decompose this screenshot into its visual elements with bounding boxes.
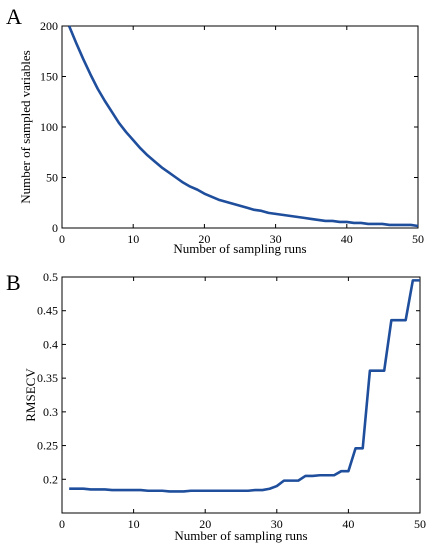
panel-a: A 0 10 20 30 40 50 0 50 100 150 200 Number of samp… (6, 4, 424, 256)
x-tick-label: 0 (59, 517, 65, 531)
x-tick-label: 40 (341, 232, 353, 246)
y-tick-label: 0.2 (43, 472, 58, 486)
y-tick-label: 0.35 (37, 371, 58, 385)
x-tick-label: 0 (59, 232, 65, 246)
y-tick-label: 200 (40, 19, 58, 33)
x-tick-label: 30 (271, 517, 283, 531)
series-line-b (69, 279, 420, 493)
y-axis-label-a: Number of sampled variables (18, 50, 33, 203)
y-tick-label: 100 (40, 120, 58, 134)
panel-letter-b: B (6, 270, 21, 295)
x-tick-label: 50 (412, 232, 424, 246)
x-tick-label: 50 (414, 517, 426, 531)
x-tick-label: 10 (127, 232, 139, 246)
ticks-a (61, 25, 419, 229)
y-tick-label: 50 (46, 171, 58, 185)
plot-area-a (61, 25, 419, 229)
y-tick-label: 0.5 (43, 270, 58, 284)
x-tick-label: 10 (128, 517, 140, 531)
tick-labels-a: 0 10 20 30 40 50 0 50 100 150 200 (40, 19, 424, 246)
x-tick-label: 20 (199, 517, 211, 531)
y-tick-label: 0.45 (37, 304, 58, 318)
y-tick-label: 0.3 (43, 405, 58, 419)
x-tick-label: 30 (270, 232, 282, 246)
panel-b: B 0 10 20 30 40 50 0.2 0.25 0.3 0.35 0.4 0.45 0.5 Nu… (6, 270, 426, 543)
tick-labels-b: 0 10 20 30 40 50 0.2 0.25 0.3 0.35 0.4 0.45 0.5 (37, 270, 426, 531)
x-tick-label: 40 (342, 517, 354, 531)
x-axis-label-a: Number of sampling runs (173, 241, 306, 256)
y-tick-label: 0.4 (43, 337, 58, 351)
y-axis-label-b: RMSECV (23, 368, 38, 422)
panel-letter-a: A (6, 4, 22, 29)
y-tick-label: 150 (40, 70, 58, 84)
plot-area-b (61, 276, 421, 514)
x-axis-label-b: Number of sampling runs (174, 528, 307, 543)
y-tick-label: 0.25 (37, 439, 58, 453)
series-line-a (67, 25, 419, 228)
x-tick-label: 20 (198, 232, 210, 246)
y-tick-label: 0 (52, 221, 58, 235)
